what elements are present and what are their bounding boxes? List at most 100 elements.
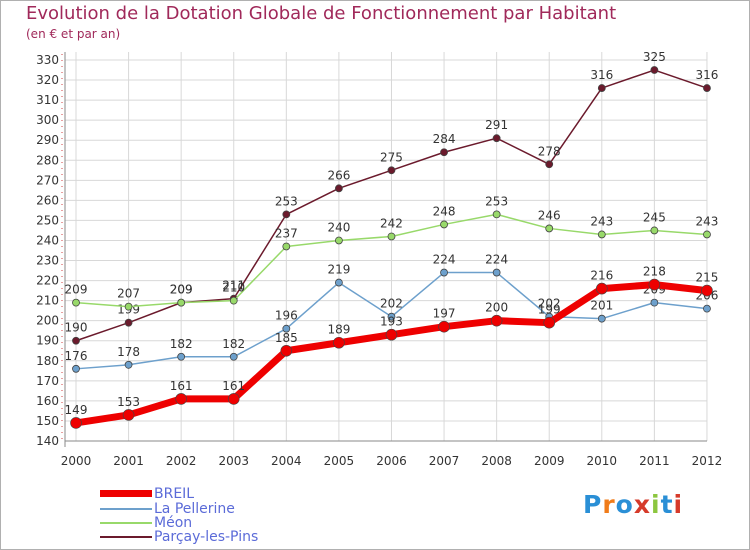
x-tick-label: 2008 (481, 454, 512, 468)
data-point-meon (124, 302, 133, 311)
data-label-la-pellerine: 224 (485, 253, 508, 267)
data-label-la-pellerine: 196 (275, 309, 298, 323)
data-label-breil: 185 (275, 331, 298, 345)
data-label-meon: 243 (590, 214, 613, 228)
data-label-la-pellerine: 224 (433, 253, 456, 267)
data-label-meon: 240 (327, 220, 350, 234)
y-tick-label: 260 (36, 193, 59, 207)
data-point-breil (701, 284, 713, 297)
x-tick-label: 2010 (587, 454, 618, 468)
data-point-meon (72, 298, 80, 307)
data-label-meon: 207 (117, 287, 140, 301)
data-point-meon (229, 296, 238, 305)
data-label-la-pellerine: 176 (65, 349, 88, 363)
data-point-parcay-les-pins (72, 336, 80, 345)
x-tick-label: 2001 (113, 454, 144, 468)
data-point-parcay-les-pins (492, 134, 501, 143)
data-label-breil: 216 (590, 269, 613, 283)
data-label-la-pellerine: 202 (380, 297, 403, 311)
data-point-parcay-les-pins (650, 66, 659, 74)
x-tick-label: 2012 (692, 454, 723, 468)
y-tick-label: 310 (36, 93, 59, 107)
data-label-breil: 149 (65, 403, 88, 417)
data-point-meon (177, 298, 186, 307)
data-label-breil: 189 (327, 323, 350, 337)
data-label-meon: 209 (65, 283, 88, 297)
legend-label-parcay-les-pins: Parçay-les-Pins (154, 529, 259, 545)
data-label-meon: 246 (538, 208, 561, 222)
data-label-parcay-les-pins: 190 (65, 321, 88, 335)
y-tick-label: 140 (36, 434, 59, 448)
data-point-la-pellerine (282, 324, 291, 333)
data-point-la-pellerine (492, 268, 501, 277)
data-point-parcay-les-pins (545, 160, 554, 169)
x-tick-label: 2005 (324, 454, 355, 468)
data-label-meon: 210 (222, 281, 245, 295)
data-point-meon (597, 230, 606, 239)
data-label-parcay-les-pins: 253 (275, 194, 298, 208)
data-label-la-pellerine: 201 (590, 299, 613, 313)
data-label-meon: 243 (696, 214, 719, 228)
y-tick-label: 190 (36, 334, 59, 348)
data-point-breil (385, 328, 398, 341)
chart-title: Evolution de la Dotation Globale de Fonc… (26, 3, 617, 24)
x-tick-label: 2004 (271, 454, 302, 468)
legend-swatch-parcay-les-pins (100, 536, 152, 538)
legend-label-breil: BREIL (154, 486, 195, 502)
y-tick-label: 240 (36, 233, 59, 247)
data-label-parcay-les-pins: 291 (485, 118, 508, 132)
data-point-meon (334, 236, 343, 245)
x-tick-label: 2009 (534, 454, 565, 468)
data-point-meon (650, 226, 659, 235)
data-point-parcay-les-pins (703, 84, 711, 92)
data-point-parcay-les-pins (597, 84, 606, 92)
data-point-breil (490, 314, 503, 327)
data-label-meon: 209 (170, 283, 193, 297)
plot-area (65, 52, 707, 441)
data-label-parcay-les-pins: 325 (643, 50, 666, 64)
data-point-la-pellerine (387, 312, 396, 321)
data-point-breil (333, 336, 345, 349)
proxiti-logo: Proxiti (583, 490, 684, 519)
data-point-parcay-les-pins (124, 318, 133, 327)
data-point-breil (122, 409, 135, 421)
data-label-parcay-les-pins: 316 (696, 68, 719, 82)
y-tick-label: 320 (36, 73, 59, 87)
y-tick-label: 160 (36, 394, 59, 408)
data-point-la-pellerine (124, 360, 133, 369)
data-point-parcay-les-pins (334, 184, 343, 193)
data-point-breil (175, 393, 187, 405)
data-point-meon (387, 232, 396, 241)
x-tick-label: 2000 (61, 454, 92, 468)
data-label-parcay-les-pins: 275 (380, 150, 403, 164)
y-tick-label: 280 (36, 153, 59, 167)
data-label-breil: 199 (538, 303, 561, 317)
data-label-breil: 161 (170, 379, 193, 393)
data-label-parcay-les-pins: 211 (222, 279, 245, 293)
data-point-meon (703, 230, 711, 239)
x-tick-label: 2002 (166, 454, 197, 468)
data-label-meon: 245 (643, 210, 666, 224)
data-label-parcay-les-pins: 284 (433, 132, 456, 146)
data-point-la-pellerine (650, 298, 659, 307)
data-label-breil: 161 (222, 379, 245, 393)
data-point-meon (545, 224, 554, 233)
x-tick-label: 2006 (376, 454, 407, 468)
x-tick-label: 2011 (639, 454, 670, 468)
data-point-la-pellerine (334, 278, 343, 287)
data-point-la-pellerine (703, 304, 711, 313)
data-label-meon: 253 (485, 194, 508, 208)
y-tick-label: 150 (36, 414, 59, 428)
data-point-la-pellerine (229, 352, 238, 361)
data-point-parcay-les-pins (387, 166, 396, 175)
data-label-breil: 197 (433, 307, 456, 321)
data-label-parcay-les-pins: 209 (170, 283, 193, 297)
data-point-parcay-les-pins (282, 210, 291, 219)
data-label-breil: 153 (117, 395, 140, 409)
legend-label-meon: Méon (154, 515, 193, 531)
x-tick-label: 2007 (429, 454, 460, 468)
data-point-breil (438, 320, 450, 333)
data-label-breil: 215 (696, 271, 719, 285)
data-point-breil (595, 282, 608, 295)
